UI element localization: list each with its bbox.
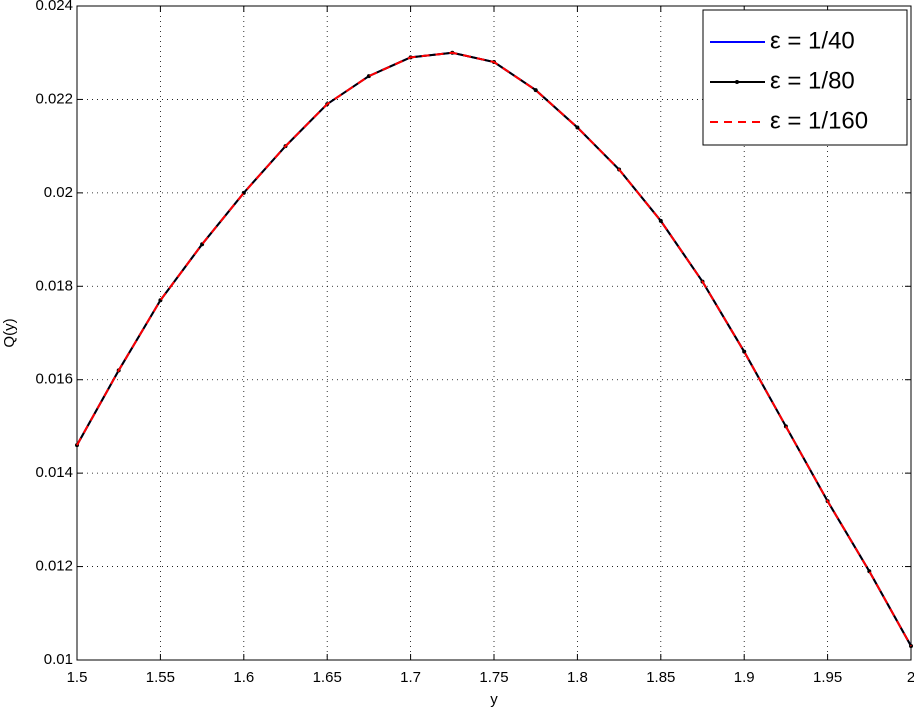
x-tick-label: 2 bbox=[907, 669, 914, 686]
x-tick-label: 1.85 bbox=[646, 669, 675, 686]
x-tick-label: 1.6 bbox=[233, 669, 254, 686]
y-tick-label: 0.01 bbox=[44, 651, 73, 668]
y-tick-label: 0.012 bbox=[35, 558, 73, 575]
y-tick-label: 0.016 bbox=[35, 371, 73, 388]
x-tick-label: 1.65 bbox=[313, 669, 342, 686]
series-line bbox=[76, 51, 912, 647]
y-tick-label: 0.024 bbox=[35, 0, 73, 14]
x-tick-label: 1.95 bbox=[813, 669, 842, 686]
series-marker bbox=[575, 125, 580, 130]
series-marker bbox=[533, 88, 538, 93]
y-tick-label: 0.014 bbox=[35, 464, 73, 481]
legend-marker bbox=[735, 80, 739, 84]
x-tick-label: 1.8 bbox=[567, 669, 588, 686]
legend-label: ε = 1/40 bbox=[770, 27, 855, 54]
series-marker bbox=[742, 349, 747, 354]
x-axis-label: y bbox=[490, 691, 498, 708]
legend-label: ε = 1/160 bbox=[770, 107, 868, 134]
x-tick-label: 1.7 bbox=[400, 669, 421, 686]
x-tick-label: 1.75 bbox=[479, 669, 508, 686]
x-tick-label: 1.5 bbox=[67, 669, 88, 686]
legend-box bbox=[702, 9, 908, 146]
x-tick-label: 1.9 bbox=[734, 669, 755, 686]
series-marker bbox=[658, 218, 663, 223]
x-tick-label: 1.55 bbox=[146, 669, 175, 686]
y-tick-label: 0.02 bbox=[44, 184, 73, 201]
y-axis-label: Q(y) bbox=[1, 318, 18, 347]
y-tick-label: 0.018 bbox=[35, 277, 73, 294]
legend: ε = 1/40 ε = 1/80 ε = 1/160 bbox=[702, 9, 908, 146]
y-tick-label: 0.022 bbox=[35, 90, 73, 107]
plot-frame bbox=[76, 5, 912, 661]
legend-label: ε = 1/80 bbox=[770, 67, 855, 94]
